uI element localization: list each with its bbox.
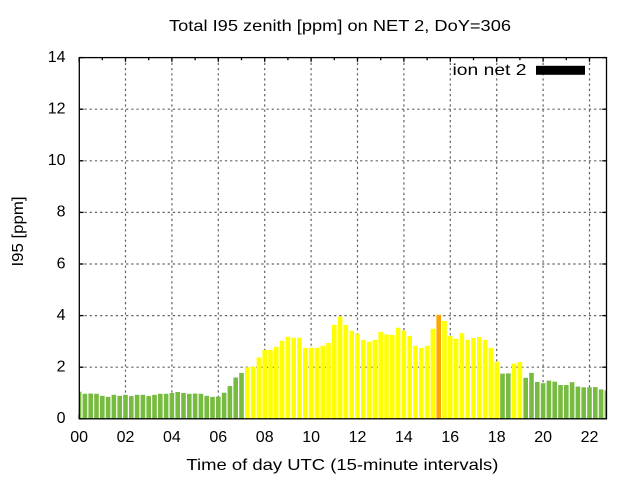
- svg-text:6: 6: [57, 255, 66, 272]
- svg-text:8: 8: [57, 204, 66, 221]
- svg-text:06: 06: [209, 429, 227, 446]
- svg-text:00: 00: [70, 429, 88, 446]
- svg-text:I95 [ppm]: I95 [ppm]: [10, 197, 27, 267]
- svg-text:14: 14: [395, 429, 413, 446]
- svg-text:ion net 2: ion net 2: [453, 62, 527, 79]
- svg-text:2: 2: [57, 359, 66, 376]
- svg-text:18: 18: [488, 429, 506, 446]
- svg-text:12: 12: [349, 429, 367, 446]
- svg-text:20: 20: [534, 429, 552, 446]
- svg-text:0: 0: [57, 410, 66, 427]
- svg-text:10: 10: [302, 429, 320, 446]
- svg-text:22: 22: [581, 429, 599, 446]
- svg-text:10: 10: [48, 152, 66, 169]
- svg-text:02: 02: [117, 429, 135, 446]
- svg-text:08: 08: [256, 429, 274, 446]
- svg-text:4: 4: [57, 307, 66, 324]
- svg-text:Total I95 zenith [ppm] on NET: Total I95 zenith [ppm] on NET 2, DoY=306: [169, 18, 511, 35]
- svg-text:14: 14: [48, 49, 66, 66]
- svg-text:12: 12: [48, 101, 66, 118]
- svg-text:16: 16: [441, 429, 459, 446]
- svg-text:Time of day UTC (15-minute int: Time of day UTC (15-minute intervals): [186, 457, 498, 474]
- svg-text:04: 04: [163, 429, 181, 446]
